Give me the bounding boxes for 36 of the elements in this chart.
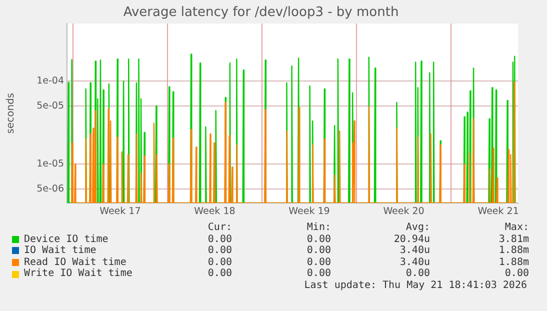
chart-title: Average latency for /dev/loop3 - by month: [123, 5, 399, 20]
text: 0.00: [504, 268, 529, 280]
text: 0.00: [306, 268, 331, 280]
legend-label: IO Wait time: [24, 245, 96, 257]
text: 3.40u: [398, 245, 430, 257]
y-axis-title: seconds: [6, 92, 17, 134]
text: 0.00: [206, 256, 232, 268]
text: Cur:: [206, 222, 232, 234]
text: 3.40u: [398, 256, 430, 268]
x-tick-label: Week 20: [383, 206, 424, 218]
text: 0.00: [306, 245, 331, 257]
text: Avg:: [404, 222, 430, 234]
text: 0.00: [206, 268, 232, 280]
text: 20.94u: [392, 234, 430, 246]
text: 0.00: [206, 245, 232, 257]
text: 3.81m: [498, 234, 529, 246]
text: 0.00: [206, 234, 232, 246]
legend-label: Write IO Wait time: [24, 268, 132, 280]
y-tick-label: 5e-05: [36, 100, 64, 112]
y-tick-label: 1e-04: [36, 75, 64, 86]
x-tick-label: Week 19: [288, 206, 330, 218]
text: 0.00: [306, 256, 331, 268]
text: Max:: [504, 222, 529, 234]
x-tick-label: Week 18: [194, 206, 236, 218]
text: Last update: Thu May 21 18:41:03 2026: [304, 280, 527, 291]
legend-label: Device IO time: [24, 234, 108, 245]
x-tick-label: Week 17: [100, 206, 141, 218]
y-tick-label: 5e-06: [36, 184, 64, 195]
y-tick-label: 1e-05: [36, 158, 64, 170]
text: 1.88m: [498, 256, 529, 268]
text: 1.88m: [498, 245, 529, 257]
legend-label: Read IO Wait time: [24, 256, 126, 268]
text: Min:: [306, 222, 331, 234]
x-tick-label: Week 21: [478, 206, 519, 218]
text: 0.00: [404, 268, 430, 280]
text: 0.00: [306, 234, 331, 246]
